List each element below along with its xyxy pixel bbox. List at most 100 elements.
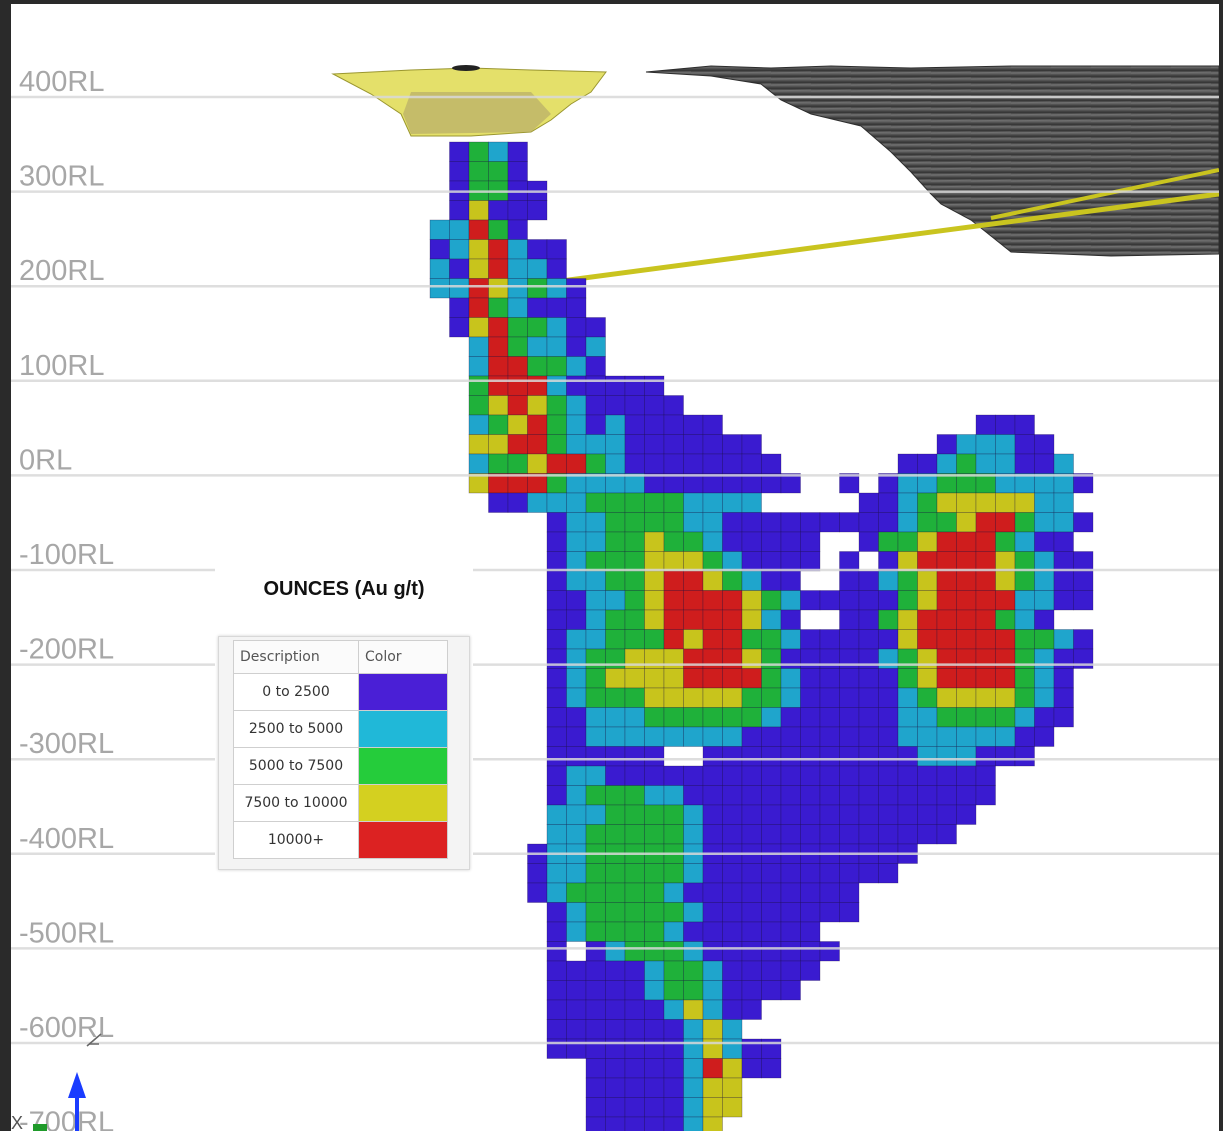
block-cell [702,882,723,903]
block-cell [1034,551,1055,572]
block-cell [917,609,938,630]
block-cell [1014,707,1035,728]
z-axis-arrow-icon [68,1072,86,1098]
block-cell [488,297,509,318]
block-cell [488,336,509,357]
block-cell [956,512,977,533]
block-cell [605,395,626,416]
block-cell [449,258,470,279]
elevation-label: 200RL [19,255,104,287]
block-cell [663,434,684,455]
block-cell [1053,590,1074,611]
legend-swatch [358,784,448,822]
block-cell [995,414,1016,435]
block-cell [858,590,879,611]
block-cell [449,200,470,221]
block-cell [546,453,567,474]
block-cell [663,687,684,708]
block-cell [527,258,548,279]
block-cell [624,707,645,728]
block-cell [936,804,957,825]
block-cell [722,531,743,552]
block-cell [761,590,782,611]
block-cell [663,668,684,689]
block-cell [546,336,567,357]
viewport-3d[interactable]: 400RL 300RL 200RL 100RL 0RL -100RL -200RL -300R… [11,4,1219,1131]
block-cell [780,707,801,728]
block-cell [605,629,626,650]
block-cell [546,570,567,591]
block-cell [663,531,684,552]
block-cell [1034,434,1055,455]
block-cell [585,1116,606,1131]
block-cell [741,921,762,942]
legend-swatch [358,673,448,711]
block-cell [663,999,684,1020]
block-cell [644,531,665,552]
block-cell [624,570,645,591]
long-section-view: 400RL 300RL 200RL 100RL 0RL -100RL -200RL -300R… [11,65,1219,1131]
block-cell [975,785,996,806]
block-cell [702,980,723,1001]
block-cell [507,317,528,338]
block-cell [624,1058,645,1079]
block-cell [585,668,606,689]
block-cell [956,609,977,630]
block-cell [995,551,1016,572]
block-cell [780,590,801,611]
block-cell [683,902,704,923]
legend-row: 10000+ [233,821,448,859]
block-cell [936,512,957,533]
block-cell [741,765,762,786]
block-cell [741,434,762,455]
block-cell [702,960,723,981]
block-cell [449,239,470,260]
block-cell [644,765,665,786]
block-cell [624,980,645,1001]
block-cell [507,219,528,240]
block-cell [1014,629,1035,650]
block-cell [683,492,704,513]
block-cell [624,941,645,962]
block-cell [741,570,762,591]
block-cell [663,414,684,435]
block-cell [566,707,587,728]
block-cell [546,278,567,299]
block-cell [683,863,704,884]
legend-table-container: Description Color 0 to 2500 2500 to 5000… [218,636,470,870]
block-cell [566,414,587,435]
block-cell [839,785,860,806]
block-cell [800,863,821,884]
block-cell [605,1058,626,1079]
block-cell [644,960,665,981]
block-cell [722,921,743,942]
block-cell [683,434,704,455]
block-cell [605,1077,626,1098]
block-cell [644,512,665,533]
block-cell [1073,590,1094,611]
block-cell [761,1058,782,1079]
block-cell [488,356,509,377]
block-cell [624,765,645,786]
block-cell [468,414,489,435]
block-cell [975,590,996,611]
block-cell [722,570,743,591]
block-cell [644,1116,665,1131]
block-cell [780,531,801,552]
block-cell [1014,551,1035,572]
block-cell [644,375,665,396]
block-cell [546,746,567,767]
block-cell [663,570,684,591]
block-cell [1053,687,1074,708]
elevation-label: 400RL [19,66,104,98]
block-cell [683,999,704,1020]
block-cell [507,434,528,455]
block-cell [585,531,606,552]
block-cell [702,590,723,611]
block-cell [585,453,606,474]
block-cell [546,726,567,747]
block-cell [527,492,548,513]
block-cell [663,395,684,416]
block-cell [585,687,606,708]
block-cell [566,512,587,533]
